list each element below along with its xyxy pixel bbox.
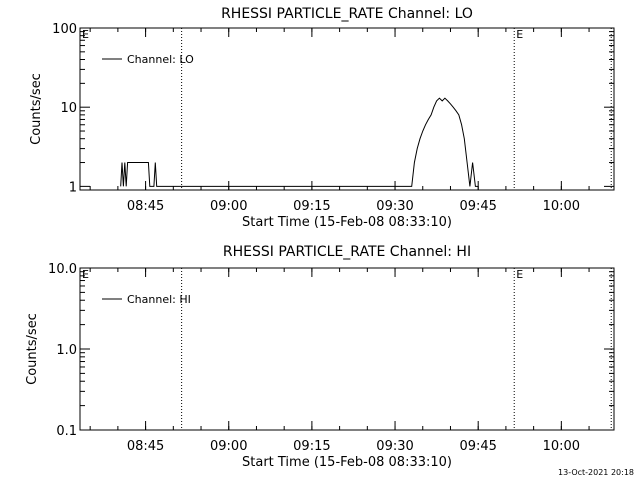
legend-label: Channel: HI: [127, 293, 191, 306]
event-marker-label: E: [516, 28, 523, 41]
chart-panel-1: RHESSI PARTICLE_RATE Channel: HI 08:45 09:…: [25, 244, 615, 470]
plot-frame: [79, 27, 615, 191]
y-tick-label: 10.0: [48, 262, 77, 277]
y-tick-label: 1: [69, 180, 77, 195]
chart-title: RHESSI PARTICLE_RATE Channel: LO: [221, 6, 473, 22]
x-tick-label: 09:30: [376, 439, 413, 454]
x-tick-label: 09:15: [293, 439, 330, 454]
x-tick-label: 10:00: [543, 199, 580, 214]
x-tick-label: 09:15: [293, 199, 330, 214]
y-axis-label: Counts/sec: [25, 313, 40, 385]
y-axis-label: Counts/sec: [29, 73, 44, 145]
series-line: [120, 97, 479, 187]
event-marker-label: E: [82, 28, 89, 41]
y-tick-label: 0.1: [56, 424, 77, 439]
x-tick-label: 09:45: [459, 199, 496, 214]
event-marker-label: E: [516, 268, 523, 281]
y-tick-label: 10: [60, 101, 77, 116]
x-tick-label: 09:30: [376, 199, 413, 214]
generation-timestamp: 13-Oct-2021 20:18: [558, 468, 634, 477]
y-tick-label: 1.0: [56, 343, 77, 358]
x-tick-label: 08:45: [127, 439, 164, 454]
x-tick-label: 10:00: [543, 439, 580, 454]
chart-title: RHESSI PARTICLE_RATE Channel: HI: [223, 244, 471, 260]
x-tick-label: 09:00: [210, 439, 247, 454]
chart-panel-0: RHESSI PARTICLE_RATE Channel: LO 08:45 09:…: [29, 6, 615, 230]
x-tick-label: 09:45: [459, 439, 496, 454]
y-tick-label: 100: [52, 22, 77, 37]
x-tick-label: 09:00: [210, 199, 247, 214]
event-marker-label: E: [82, 268, 89, 281]
legend-label: Channel: LO: [127, 53, 194, 66]
x-axis-label: Start Time (15-Feb-08 08:33:10): [242, 455, 452, 470]
x-tick-label: 08:45: [127, 199, 164, 214]
x-axis-label: Start Time (15-Feb-08 08:33:10): [242, 215, 452, 230]
